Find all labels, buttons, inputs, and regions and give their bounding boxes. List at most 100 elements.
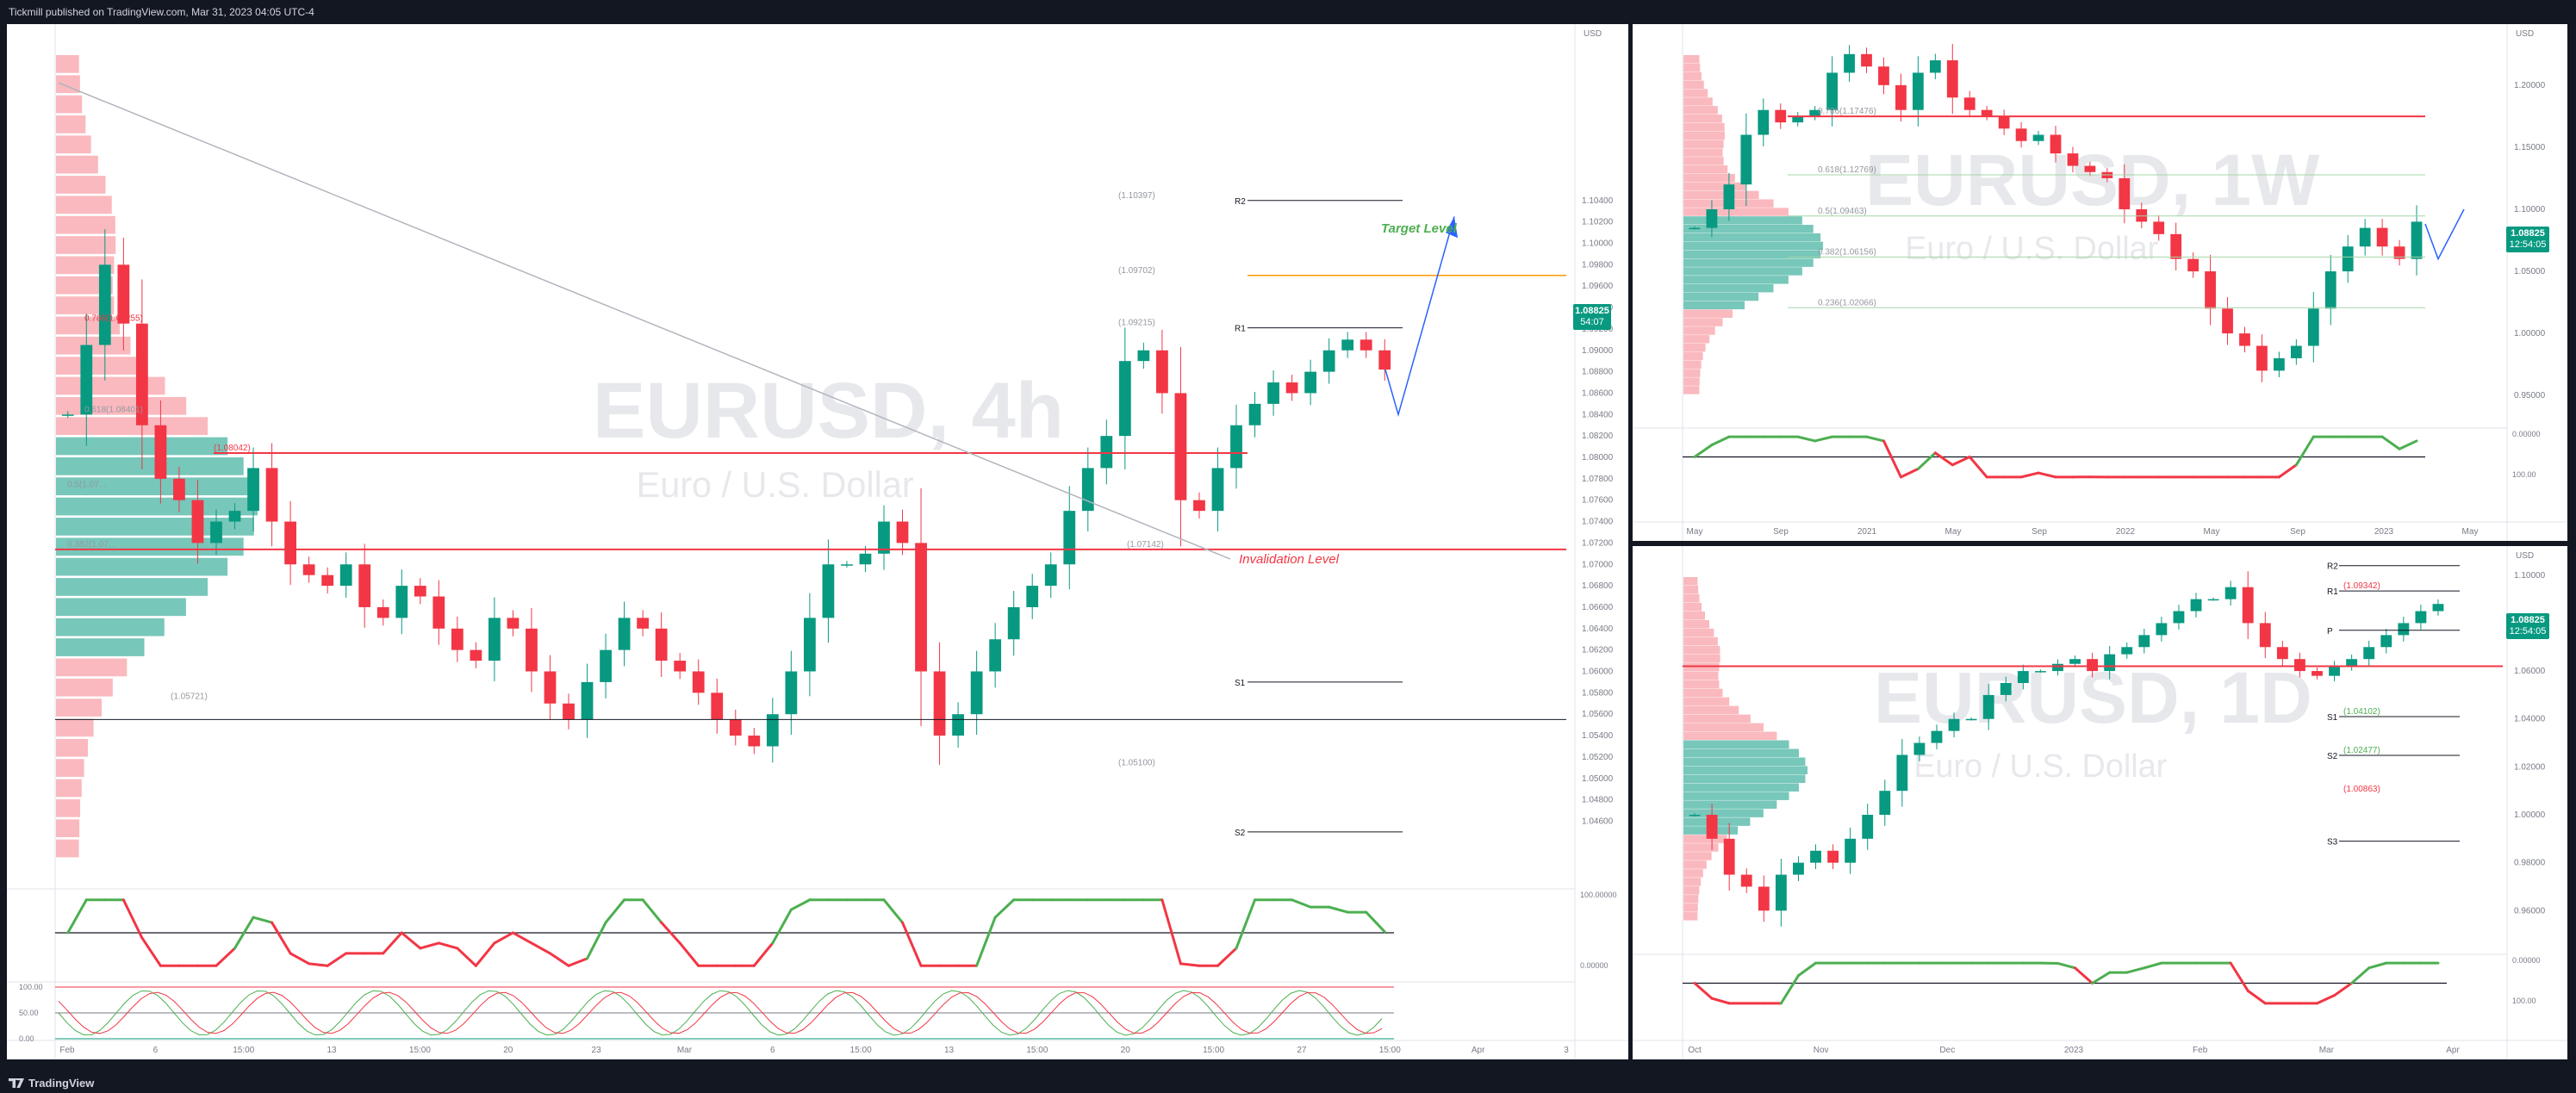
oscillator-segment [901, 921, 923, 967]
candle-body [1044, 564, 1057, 587]
tradingview-logo[interactable]: TradingView [9, 1077, 94, 1090]
candle-body [674, 661, 687, 672]
projection-arrowhead [1446, 216, 1458, 239]
candle-body [1793, 862, 1804, 875]
candle-body [2242, 587, 2254, 624]
volume-profile-bar [1683, 250, 1821, 259]
symbol-watermark: EURUSD, 1W [1865, 140, 2320, 220]
candle-body [2121, 647, 2133, 655]
fib-level-label: (1.05721) [171, 692, 208, 701]
candle-body [135, 323, 148, 425]
fib-level-label: 0.382(1.07... [67, 540, 115, 550]
candle-body [859, 553, 872, 565]
price-tick-label: 1.07800 [1582, 475, 1614, 484]
oscillator-segment [289, 952, 311, 966]
volume-profile-bar [1683, 602, 1702, 612]
volume-profile-bar [1683, 182, 1746, 191]
candle-body [544, 671, 557, 704]
oscillator-segment [1933, 451, 1954, 467]
candle-body [563, 703, 575, 720]
price-tick-label: 1.06800 [1582, 581, 1614, 591]
volume-profile-bar [1683, 843, 1719, 852]
price-tick-label: 1.05000 [2514, 267, 2546, 276]
candle-body [1267, 382, 1279, 404]
volume-profile-bar [1683, 122, 1725, 132]
oscillator-segment [1796, 435, 1817, 443]
chart-panel-4h[interactable]: USD EURUSD, 4h Euro / U.S. Dollar 1.10400 1.… [7, 24, 1628, 1059]
volume-profile-bar [1683, 835, 1727, 843]
chart-panel-1d[interactable]: USD EURUSD, 1D Euro / U.S. Dollar 1.10000 1.… [1633, 546, 2567, 1059]
volume-profile-bar [1683, 208, 1789, 216]
candle-body [2342, 246, 2354, 272]
price-tick-label: 1.04000 [2514, 715, 2546, 724]
candle-body [952, 714, 964, 736]
last-price-chip-1d: 1.08825 12:54:05 [2506, 613, 2549, 639]
fib-level-label: (1.08042) [214, 444, 251, 453]
candle-body [507, 618, 520, 629]
pivot-label: S1 [2327, 713, 2338, 723]
candle-body [2015, 128, 2027, 141]
oscillator-segment [2315, 994, 2336, 1005]
candle-body [1758, 886, 1770, 911]
candle-body [154, 425, 167, 479]
volume-profile-bar [56, 638, 145, 656]
pivot-value-label: (1.00863) [2343, 785, 2380, 794]
volume-profile-bar [1683, 369, 1701, 377]
candle-body [1965, 718, 1977, 721]
price-tick-label: 1.05000 [1582, 774, 1614, 784]
oscillator-segment [2333, 982, 2354, 997]
price-tick-label: 1.07400 [1582, 518, 1614, 527]
fib-level-label: 0.236(1.02066) [1818, 298, 1876, 307]
oscillator-segment [1779, 974, 1800, 1005]
tradingview-mark-icon [9, 1078, 24, 1088]
volume-profile-bar [56, 135, 91, 154]
volume-profile-bar [1683, 267, 1802, 276]
candle-body [600, 649, 612, 682]
volume-profile-bar [1683, 97, 1713, 106]
volume-profile-bar [1683, 645, 1720, 655]
volume-profile-bar [56, 557, 228, 576]
volume-profile-bar [1683, 140, 1724, 148]
candle-body [1809, 109, 1821, 116]
oscillator-segment [1179, 962, 1201, 967]
candle-body [98, 264, 111, 345]
volume-profile-bar [56, 779, 82, 798]
price-tick-label: 0.96000 [2514, 906, 2546, 916]
volume-profile-bar [1683, 190, 1759, 200]
candle-body [2084, 165, 2096, 172]
candle-body [247, 468, 259, 512]
chart-4h-svg[interactable]: USD EURUSD, 4h Euro / U.S. Dollar 1.10400 1.… [7, 24, 1628, 1059]
candle-body [2138, 635, 2150, 648]
fib-level-label: 0.5(1.07... [67, 480, 106, 489]
volume-profile-bar [1683, 757, 1806, 767]
candle-body [2411, 221, 2423, 259]
volume-profile-bar [56, 215, 115, 234]
candle-body [414, 586, 426, 597]
volume-profile-bar [1683, 860, 1707, 869]
candle-body [2329, 666, 2340, 676]
chart-panel-1w[interactable]: USD EURUSD, 1W Euro / U.S. Dollar 1.20000 1.… [1633, 24, 2567, 541]
volume-profile-bar [1683, 593, 1700, 603]
candle-body [228, 511, 241, 522]
osc-axis-label: 100.00 [2512, 470, 2536, 479]
volume-profile-bar [56, 518, 254, 536]
price-tick-label: 1.10000 [2514, 205, 2546, 214]
candle-body [2415, 611, 2427, 624]
oscillator-segment [604, 898, 626, 924]
candle-body [1810, 850, 1821, 863]
time-tick-label: 6 [770, 1046, 775, 1055]
currency-label: USD [1584, 29, 1602, 39]
oscillator-segment [1916, 451, 1937, 470]
stoch-axis-label: 50.00 [19, 1009, 39, 1017]
volume-profile-bar [56, 759, 84, 777]
volume-profile-bar [56, 658, 128, 677]
candle-body [488, 618, 501, 661]
oscillator-segment [1291, 898, 1312, 909]
candle-body [1706, 208, 1718, 228]
candle-body [2380, 635, 2392, 648]
candle-body [841, 564, 853, 566]
chart-1w-svg[interactable]: USD EURUSD, 1W Euro / U.S. Dollar 1.20000 1.… [1633, 24, 2567, 541]
volume-profile-bar [1683, 662, 1720, 672]
time-tick-label: Sep [2290, 527, 2305, 537]
